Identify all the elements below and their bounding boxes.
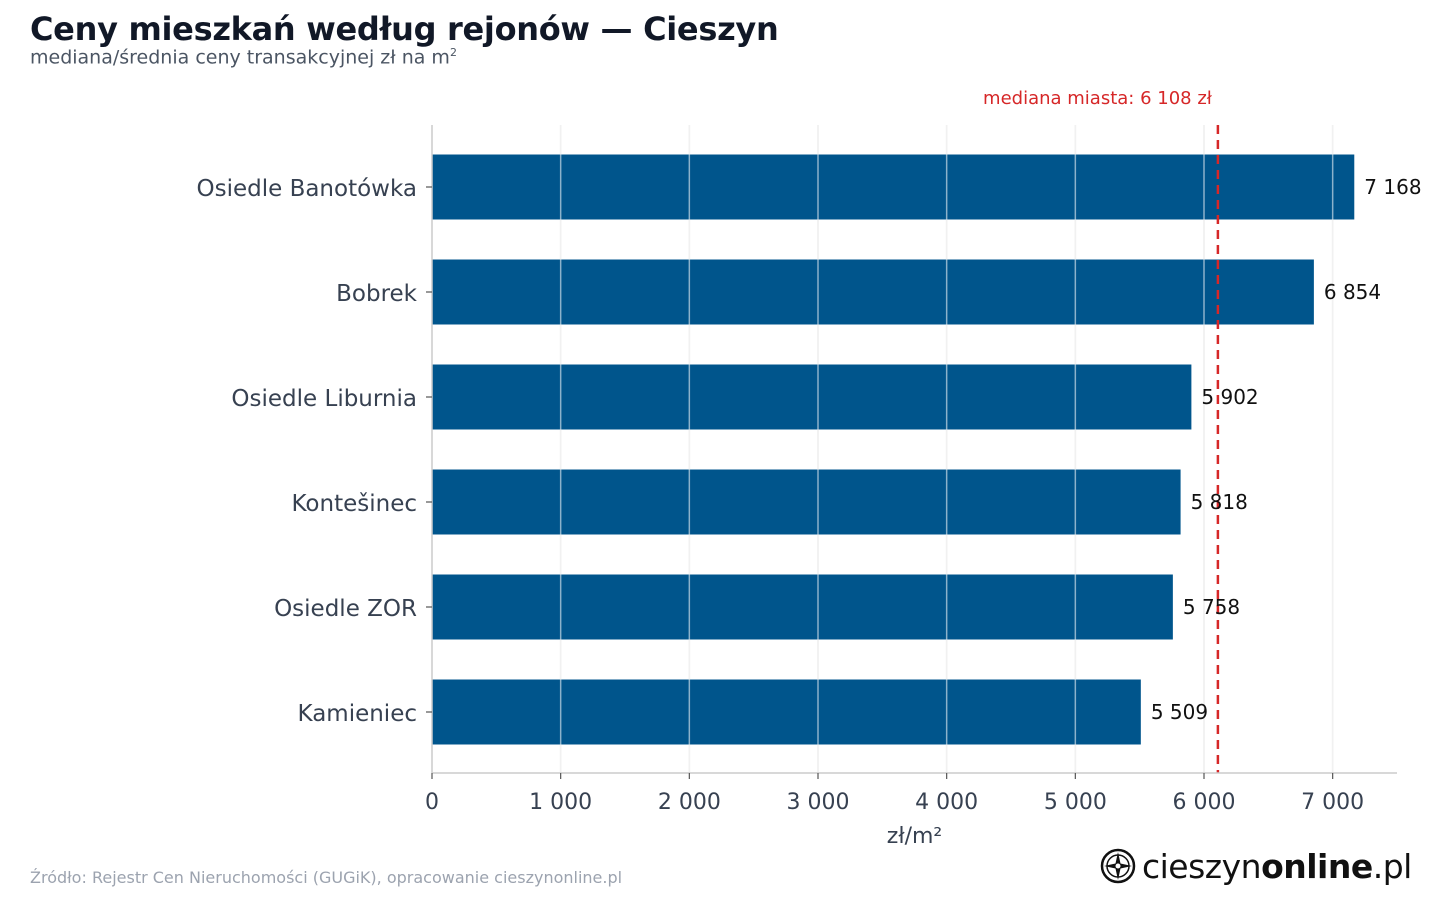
value-label: 6 854 — [1324, 280, 1381, 304]
value-label: 5 902 — [1201, 385, 1258, 409]
bar — [432, 364, 1192, 430]
x-tick-label: 7 000 — [1301, 790, 1364, 815]
category-label: Kamieniec — [298, 701, 417, 727]
logo-text: cieszynonline.pl — [1142, 847, 1412, 886]
value-label: 5 509 — [1151, 700, 1208, 724]
x-tick-label: 2 000 — [658, 790, 721, 815]
x-tick-label: 5 000 — [1044, 790, 1107, 815]
x-axis-title: zł/m² — [887, 824, 942, 849]
chart-subtitle: mediana/średnia ceny transakcyjnej zł na… — [30, 46, 457, 68]
category-label: Osiedle Banotówka — [196, 176, 417, 202]
labels: 0 1 000 2 000 3 000 4 000 5 000 6 000 7 000 Osie… — [196, 88, 1421, 849]
bar — [432, 154, 1355, 220]
subtitle-text: mediana/średnia ceny transakcyjnej zł na… — [30, 46, 450, 69]
x-tick-label: 1 000 — [529, 790, 592, 815]
overlay-grid-lines — [559, 125, 1334, 773]
x-tick-label: 3 000 — [787, 790, 850, 815]
logo-text-bold: online — [1261, 846, 1373, 886]
category-label: Osiedle ZOR — [274, 596, 417, 622]
value-label: 5 818 — [1191, 490, 1248, 514]
category-label: Osiedle Liburnia — [231, 386, 417, 412]
value-label: 5 758 — [1183, 595, 1240, 619]
logo-text-suffix: .pl — [1372, 846, 1413, 886]
compass-rose-icon — [1100, 848, 1136, 884]
x-tick-label: 6 000 — [1173, 790, 1236, 815]
category-label: Kontešinec — [291, 491, 417, 517]
bar — [432, 259, 1314, 325]
subtitle-superscript: 2 — [449, 46, 457, 59]
bar — [432, 469, 1181, 535]
bar — [432, 574, 1173, 640]
logo-text-normal: cieszyn — [1142, 846, 1262, 886]
x-tick-label: 0 — [425, 790, 439, 815]
axes — [426, 125, 1397, 779]
site-logo: cieszynonline.pl — [1100, 846, 1412, 886]
chart-title: Ceny mieszkań według rejonów — Cieszyn — [30, 10, 779, 48]
bar — [432, 679, 1141, 745]
value-label: 7 168 — [1364, 175, 1421, 199]
x-tick-label: 4 000 — [915, 790, 978, 815]
bars — [432, 154, 1355, 745]
category-label: Bobrek — [336, 281, 418, 307]
median-reference-label: mediana miasta: 6 108 zł — [983, 88, 1213, 109]
source-note: Źródło: Rejestr Cen Nieruchomości (GUGiK… — [30, 868, 623, 887]
